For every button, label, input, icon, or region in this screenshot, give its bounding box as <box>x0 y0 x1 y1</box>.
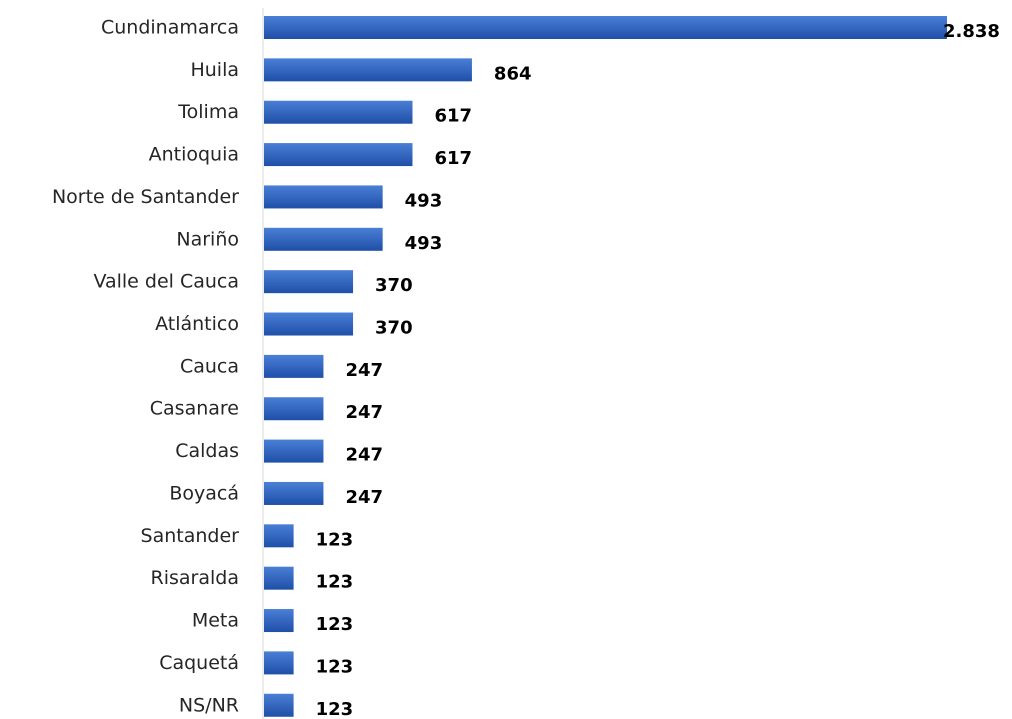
value-label: 370 <box>375 318 413 339</box>
category-label: Casanare <box>150 398 239 420</box>
category-label: Nariño <box>176 228 239 250</box>
category-label: Boyacá <box>169 482 239 504</box>
category-label: Risaralda <box>151 567 239 589</box>
value-label: 247 <box>345 402 383 423</box>
category-label: Norte de Santander <box>52 186 239 208</box>
value-label: 617 <box>434 106 472 127</box>
bar <box>264 270 354 294</box>
value-label: 617 <box>434 148 472 169</box>
bar <box>264 143 413 167</box>
value-label: 493 <box>405 233 443 254</box>
bar <box>264 524 294 548</box>
bar <box>264 185 383 209</box>
bar <box>264 651 294 675</box>
value-label: 493 <box>405 190 443 211</box>
value-label: 864 <box>494 63 532 84</box>
category-label: Caldas <box>175 440 239 462</box>
category-label: Huila <box>190 59 239 81</box>
bar <box>264 609 294 633</box>
bar <box>264 439 324 463</box>
category-label: Atlántico <box>155 313 239 335</box>
value-label: 123 <box>316 614 354 635</box>
bar <box>264 354 324 378</box>
value-label: 123 <box>316 572 354 593</box>
bar <box>264 312 354 336</box>
category-label: Meta <box>192 610 239 632</box>
bar <box>264 693 294 717</box>
category-label: Tolima <box>177 101 239 123</box>
bar <box>264 227 383 251</box>
value-label: 123 <box>316 529 354 550</box>
category-label: Caquetá <box>159 652 239 674</box>
value-labels: 2.838 864 617 617 493 493 370 370 247 247 247 247 12… <box>316 21 1000 719</box>
bar <box>264 481 324 505</box>
value-label: 370 <box>375 275 413 296</box>
bar <box>264 100 413 124</box>
bars <box>264 16 947 717</box>
category-labels: Cundinamarca Huila Tolima Antioquia Norte de… <box>52 17 239 717</box>
bar <box>264 397 324 421</box>
category-label: Cundinamarca <box>101 17 239 39</box>
bar <box>264 566 294 590</box>
value-label: 247 <box>345 487 383 508</box>
category-label: Cauca <box>180 355 239 377</box>
value-label: 247 <box>345 445 383 466</box>
bar <box>264 16 947 39</box>
category-label: Valle del Cauca <box>93 271 239 293</box>
category-label: Antioquia <box>149 144 239 166</box>
category-label: NS/NR <box>179 694 239 716</box>
value-label: 2.838 <box>943 21 1000 42</box>
value-label: 123 <box>316 656 354 677</box>
value-label: 123 <box>316 699 354 719</box>
category-label: Santander <box>141 525 240 547</box>
bar <box>264 58 472 82</box>
value-label: 247 <box>345 360 383 381</box>
